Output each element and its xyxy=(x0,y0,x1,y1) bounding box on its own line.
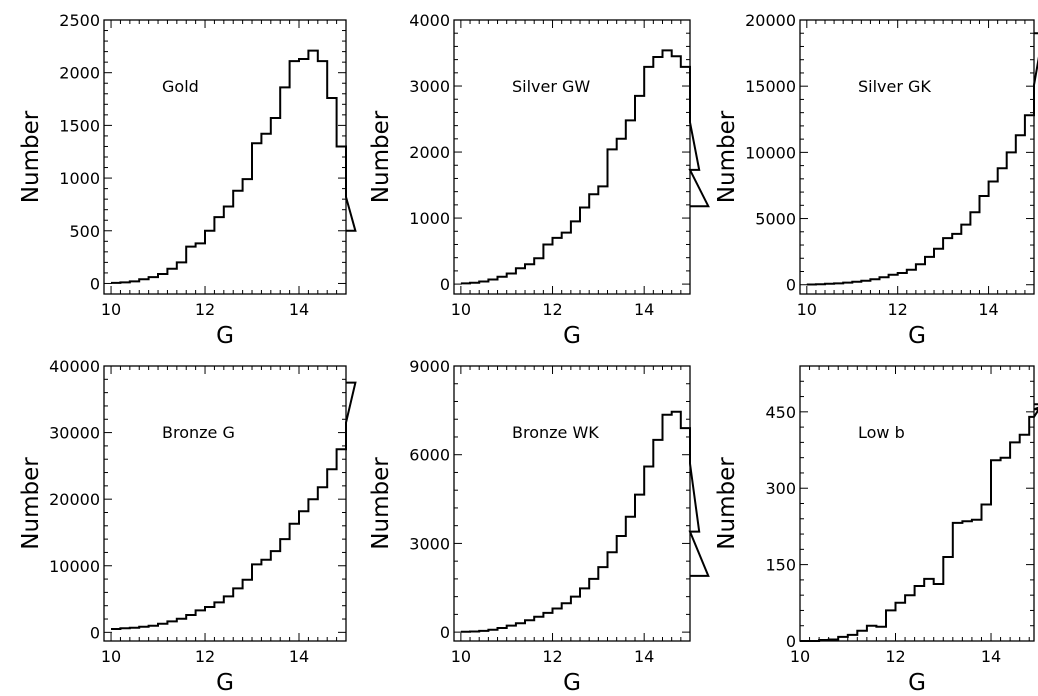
chart-panel-2: 10 12 14 0 1000 2000 3000 4000 G Number Silver GW xyxy=(368,11,710,349)
chart-panel-1: 10 12 14 0 500 1000 1500 2000 2500 G Number Gold xyxy=(18,11,357,349)
panel-annotation: Gold xyxy=(162,77,199,96)
x-tick-label: 14 xyxy=(978,300,998,319)
y-tick-label: 1000 xyxy=(409,209,450,228)
y-tick-label: 9000 xyxy=(409,357,450,376)
histogram-steps xyxy=(460,49,710,285)
chart-panel-5: 10 12 14 0 3000 6000 9000 G Number Bronze WK xyxy=(368,357,710,696)
x-axis-label: G xyxy=(908,323,926,349)
panel-annotation: Silver GW xyxy=(512,77,590,96)
panel-annotation: Bronze WK xyxy=(512,423,599,442)
histogram-steps xyxy=(111,381,357,630)
y-tick-label: 3000 xyxy=(409,77,450,96)
y-axis-label: Number xyxy=(714,110,740,203)
y-tick-label: 3000 xyxy=(409,534,450,553)
x-axis-label: G xyxy=(563,670,581,696)
chart-panel-4: 10 12 14 0 10000 20000 30000 40000 G Number Bronze… xyxy=(18,357,357,696)
y-tick-label: 30000 xyxy=(49,424,100,443)
axes-frame xyxy=(799,365,1035,642)
x-tick-label: 10 xyxy=(101,647,121,666)
x-tick-label: 10 xyxy=(790,647,810,666)
y-tick-label: 150 xyxy=(765,556,796,575)
x-tick-label: 10 xyxy=(451,647,471,666)
y-tick-label: 500 xyxy=(69,222,100,241)
y-tick-label: 2000 xyxy=(59,64,100,83)
y-tick-label: 5000 xyxy=(755,210,796,229)
y-tick-label: 300 xyxy=(765,479,796,498)
x-axis-label: G xyxy=(563,323,581,349)
histogram-steps xyxy=(460,410,710,633)
y-tick-label: 1500 xyxy=(59,116,100,135)
y-tick-label: 20000 xyxy=(745,11,796,30)
histogram-steps xyxy=(800,403,1038,642)
chart-panel-3: 10 12 14 0 5000 10000 15000 20000 G Number Silver … xyxy=(714,11,1038,349)
panel-annotation: Bronze G xyxy=(162,423,235,442)
x-tick-label: 12 xyxy=(542,647,562,666)
y-tick-label: 450 xyxy=(765,403,796,422)
y-tick-label: 0 xyxy=(90,623,100,642)
axes-frame xyxy=(453,19,691,295)
y-tick-label: 0 xyxy=(440,275,450,294)
y-tick-label: 2000 xyxy=(409,143,450,162)
x-tick-label: 12 xyxy=(195,300,215,319)
chart-panel-6: 10 12 14 0 150 300 450 G Number Low b xyxy=(714,365,1038,696)
panel-annotation: Low b xyxy=(858,423,905,442)
y-tick-label: 2500 xyxy=(59,11,100,30)
histogram-steps xyxy=(806,32,1038,286)
x-tick-label: 10 xyxy=(797,300,817,319)
x-tick-label: 12 xyxy=(885,647,905,666)
y-axis-label: Number xyxy=(714,457,740,550)
x-tick-label: 14 xyxy=(634,647,654,666)
y-tick-label: 0 xyxy=(786,276,796,295)
y-tick-label: 15000 xyxy=(745,77,796,96)
y-tick-label: 0 xyxy=(90,274,100,293)
y-axis-label: Number xyxy=(18,457,44,550)
y-tick-label: 0 xyxy=(786,632,796,651)
x-tick-label: 14 xyxy=(289,647,309,666)
histogram-steps xyxy=(111,49,357,284)
x-axis-label: G xyxy=(216,670,234,696)
panel-annotation: Silver GK xyxy=(858,77,931,96)
x-tick-label: 12 xyxy=(195,647,215,666)
y-axis-label: Number xyxy=(368,457,394,550)
x-tick-label: 12 xyxy=(542,300,562,319)
x-axis-label: G xyxy=(908,670,926,696)
x-axis-label: G xyxy=(216,323,234,349)
y-tick-label: 4000 xyxy=(409,11,450,30)
axes-frame xyxy=(453,365,691,642)
x-tick-label: 10 xyxy=(451,300,471,319)
x-tick-label: 14 xyxy=(289,300,309,319)
x-tick-label: 14 xyxy=(634,300,654,319)
y-tick-label: 10000 xyxy=(745,143,796,162)
y-tick-label: 0 xyxy=(440,623,450,642)
x-tick-label: 12 xyxy=(888,300,908,319)
y-axis-label: Number xyxy=(18,110,44,203)
axes-frame xyxy=(103,365,347,642)
axes-frame xyxy=(799,19,1035,295)
y-tick-label: 20000 xyxy=(49,490,100,509)
x-tick-label: 10 xyxy=(101,300,121,319)
y-axis-label: Number xyxy=(368,110,394,203)
axes-frame xyxy=(103,19,347,295)
x-tick-label: 14 xyxy=(981,647,1001,666)
y-tick-label: 1000 xyxy=(59,169,100,188)
y-tick-label: 6000 xyxy=(409,446,450,465)
y-tick-label: 10000 xyxy=(49,557,100,576)
y-tick-label: 40000 xyxy=(49,357,100,376)
